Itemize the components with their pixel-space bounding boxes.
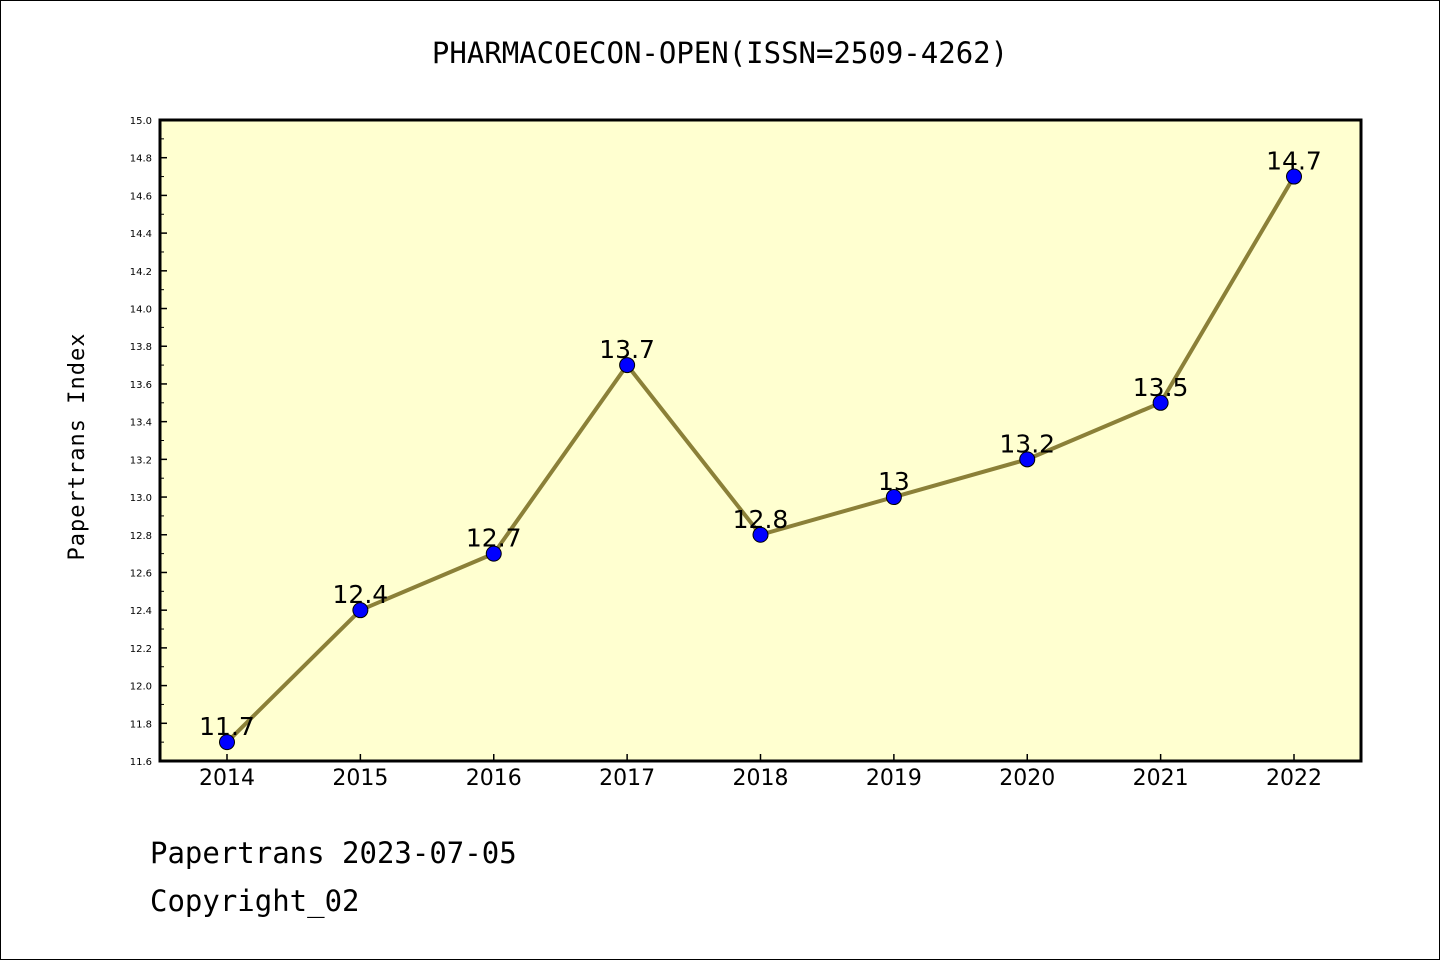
data-point xyxy=(619,357,636,374)
y-tick-label: 13.0 xyxy=(130,493,152,504)
x-tick-label: 2014 xyxy=(199,766,255,791)
y-tick-label: 12.4 xyxy=(130,606,152,617)
x-tick-label: 2019 xyxy=(866,766,922,791)
data-point xyxy=(1019,451,1036,468)
y-tick-label: 11.6 xyxy=(130,757,152,768)
x-tick-label: 2017 xyxy=(599,766,655,791)
y-axis-title: Papertrans Index xyxy=(65,333,90,561)
y-tick-label: 13.4 xyxy=(130,418,152,429)
data-label: 12.8 xyxy=(733,505,789,534)
y-axis: 11.6 11.8 12.0 12.2 12.4 12.6 12.8 13.0 13.2 13.4… xyxy=(130,116,167,768)
y-tick-label: 13.2 xyxy=(130,455,152,466)
y-tick-label: 14.6 xyxy=(130,191,152,202)
data-point xyxy=(885,489,902,506)
data-point xyxy=(219,734,235,751)
data-point xyxy=(1152,394,1169,411)
y-tick-label: 14.8 xyxy=(130,154,152,165)
y-tick-label: 14.4 xyxy=(130,229,152,240)
plot-border xyxy=(158,118,1363,763)
y-tick-label: 14.2 xyxy=(130,267,152,278)
y-tick-label: 12.6 xyxy=(130,568,152,579)
data-point xyxy=(1286,168,1302,185)
x-tick-label: 2020 xyxy=(999,766,1055,791)
chart-title: PHARMACOECON-OPEN(ISSN=2509-4262) xyxy=(431,36,1009,70)
x-axis: 2014 2015 2016 2017 2018 2019 2020 2021 2022 xyxy=(199,754,1322,791)
y-tick-label: 13.6 xyxy=(130,380,152,391)
plot-area xyxy=(160,120,1361,761)
y-tick-label: 15.0 xyxy=(130,116,152,127)
data-label: 13.5 xyxy=(1133,373,1189,402)
data-markers xyxy=(219,168,1302,751)
footer-date: Papertrans 2023-07-05 xyxy=(150,836,517,870)
data-label: 13 xyxy=(878,467,910,496)
x-tick-label: 2022 xyxy=(1266,766,1322,791)
y-tick-label: 12.2 xyxy=(130,644,152,655)
y-tick-label: 14.0 xyxy=(130,305,152,316)
x-tick-label: 2018 xyxy=(733,766,789,791)
data-label: 13.2 xyxy=(999,429,1055,458)
data-label: 13.7 xyxy=(599,335,655,364)
data-point xyxy=(352,602,369,619)
x-tick-label: 2016 xyxy=(466,766,522,791)
data-label: 11.7 xyxy=(199,712,255,741)
footer-copyright: Copyright_02 xyxy=(150,884,360,918)
y-tick-label: 11.8 xyxy=(130,719,152,730)
data-labels: 11.7 12.4 12.7 13.7 12.8 13 13.2 13.5 14.7 xyxy=(199,147,1322,742)
y-tick-label: 12.0 xyxy=(130,682,152,693)
data-label: 12.4 xyxy=(333,580,389,609)
x-tick-label: 2015 xyxy=(332,766,388,791)
data-label: 12.7 xyxy=(466,524,522,553)
data-label: 14.7 xyxy=(1266,147,1322,176)
data-point xyxy=(752,526,769,543)
data-point xyxy=(485,545,502,562)
x-tick-label: 2021 xyxy=(1133,766,1189,791)
y-tick-label: 12.8 xyxy=(130,531,152,542)
y-tick-label: 13.8 xyxy=(130,342,152,353)
